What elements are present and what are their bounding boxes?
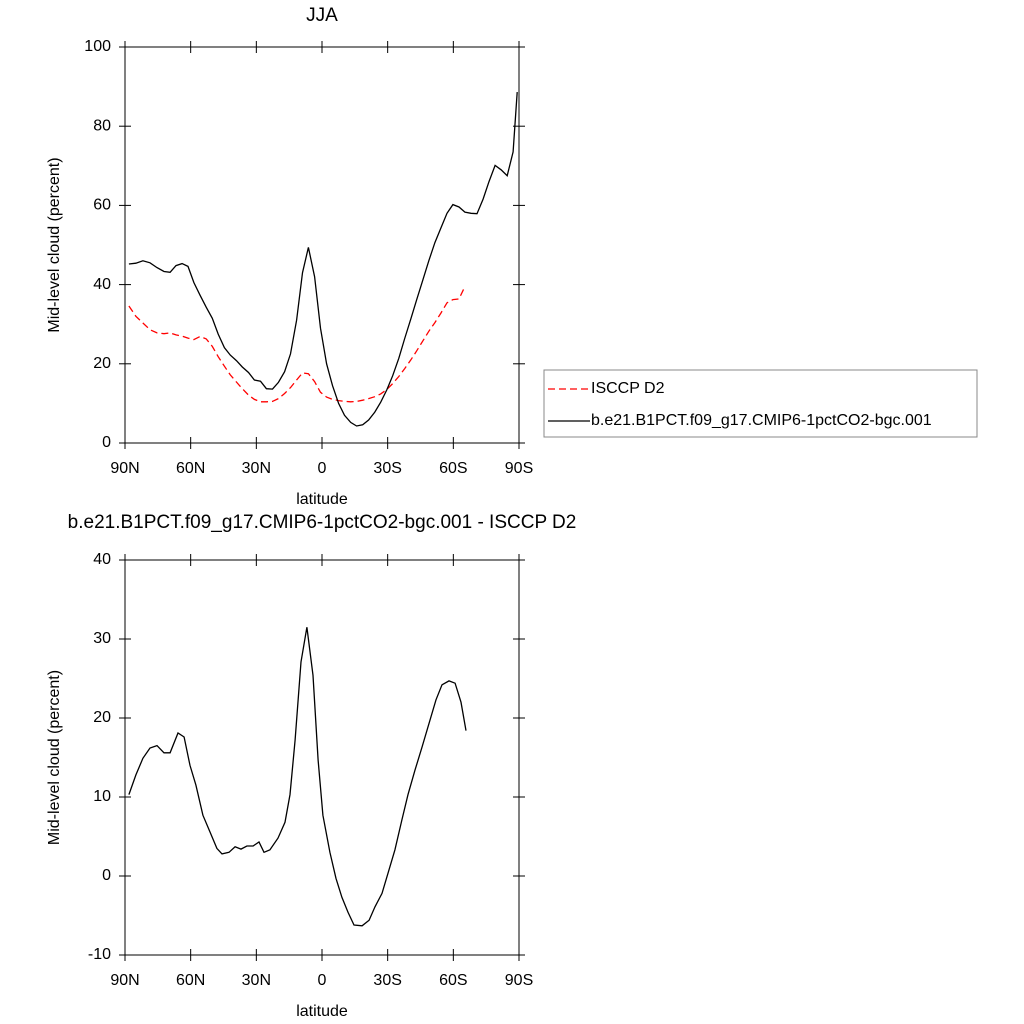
y-tick-label: 60 bbox=[93, 197, 111, 214]
x-tick-label: 30N bbox=[242, 972, 271, 989]
x-tick-label: 60N bbox=[176, 460, 205, 477]
x-tick-label: 60N bbox=[176, 972, 205, 989]
data-line bbox=[128, 286, 466, 403]
plot-frame bbox=[124, 46, 520, 444]
x-tick-label: 90S bbox=[505, 972, 533, 989]
y-tick-label: 10 bbox=[93, 788, 111, 805]
y-tick-label: 100 bbox=[84, 38, 111, 55]
y-tick-label: 0 bbox=[102, 434, 111, 451]
y-axis-label: Mid-level cloud (percent) bbox=[46, 157, 63, 332]
x-axis-label: latitude bbox=[296, 1003, 348, 1020]
x-tick-label: 30S bbox=[373, 972, 401, 989]
x-tick-label: 60S bbox=[439, 972, 467, 989]
chart-title: JJA bbox=[306, 5, 338, 26]
legend-box bbox=[543, 369, 978, 438]
data-line bbox=[128, 627, 467, 927]
x-tick-label: 90N bbox=[110, 460, 139, 477]
y-tick-label: 40 bbox=[93, 551, 111, 568]
x-tick-label: 90S bbox=[505, 460, 533, 477]
x-tick-label: 30N bbox=[242, 460, 271, 477]
y-tick-label: 20 bbox=[93, 709, 111, 726]
x-tick-label: 30S bbox=[373, 460, 401, 477]
y-tick-label: 20 bbox=[93, 355, 111, 372]
y-tick-label: 40 bbox=[93, 276, 111, 293]
y-tick-label: -10 bbox=[88, 946, 111, 963]
y-axis-label: Mid-level cloud (percent) bbox=[46, 670, 63, 845]
legend-label: ISCCP D2 bbox=[591, 380, 665, 397]
x-tick-label: 0 bbox=[318, 972, 327, 989]
y-tick-label: 0 bbox=[102, 867, 111, 884]
chart-title: b.e21.B1PCT.f09_g17.CMIP6-1pctCO2-bgc.00… bbox=[68, 512, 577, 533]
y-tick-label: 80 bbox=[93, 117, 111, 134]
x-tick-label: 60S bbox=[439, 460, 467, 477]
legend-label: b.e21.B1PCT.f09_g17.CMIP6-1pctCO2-bgc.00… bbox=[591, 412, 932, 429]
x-tick-label: 90N bbox=[110, 972, 139, 989]
y-tick-label: 30 bbox=[93, 630, 111, 647]
x-tick-label: 0 bbox=[318, 460, 327, 477]
x-axis-label: latitude bbox=[296, 491, 348, 508]
plot-frame bbox=[124, 559, 520, 956]
data-line bbox=[128, 92, 518, 427]
